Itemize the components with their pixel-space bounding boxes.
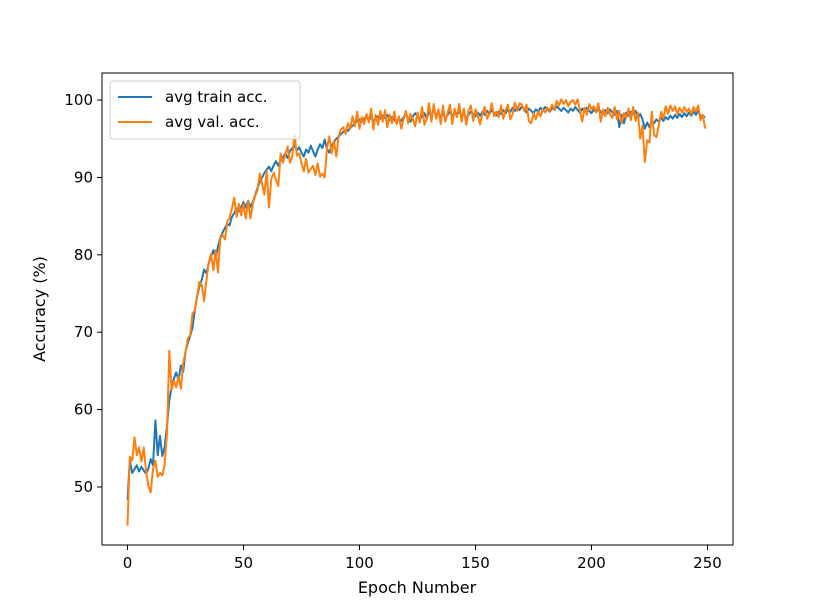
- legend-label-train: avg train acc.: [165, 88, 268, 106]
- x-tick-label: 100: [345, 554, 374, 572]
- x-tick-label: 150: [461, 554, 490, 572]
- series-line-1: [126, 98, 707, 526]
- series-line-0: [126, 105, 706, 501]
- legend-label-val: avg val. acc.: [165, 113, 260, 131]
- y-tick-label: 80: [74, 246, 93, 264]
- axes-frame: [101, 72, 734, 546]
- y-tick-label: 100: [64, 91, 93, 109]
- x-tick-label: 200: [577, 554, 606, 572]
- y-tick-label: 60: [74, 401, 93, 419]
- legend: avg train acc. avg val. acc.: [109, 80, 301, 140]
- y-tick-label: 70: [74, 323, 93, 341]
- legend-box: [109, 80, 301, 140]
- x-tick-label: 250: [693, 554, 722, 572]
- x-axis-ticks: 0 50 100 150 200 250: [123, 545, 722, 572]
- y-tick-label: 90: [74, 168, 93, 186]
- x-tick-label: 50: [234, 554, 253, 572]
- y-axis-ticks: 50 60 70 80 90 100: [64, 91, 102, 496]
- x-tick-label: 0: [123, 554, 133, 572]
- y-tick-label: 50: [74, 478, 93, 496]
- plot-lines: [126, 98, 707, 526]
- x-axis-label: Epoch Number: [358, 578, 477, 597]
- y-axis-label: Accuracy (%): [30, 256, 49, 362]
